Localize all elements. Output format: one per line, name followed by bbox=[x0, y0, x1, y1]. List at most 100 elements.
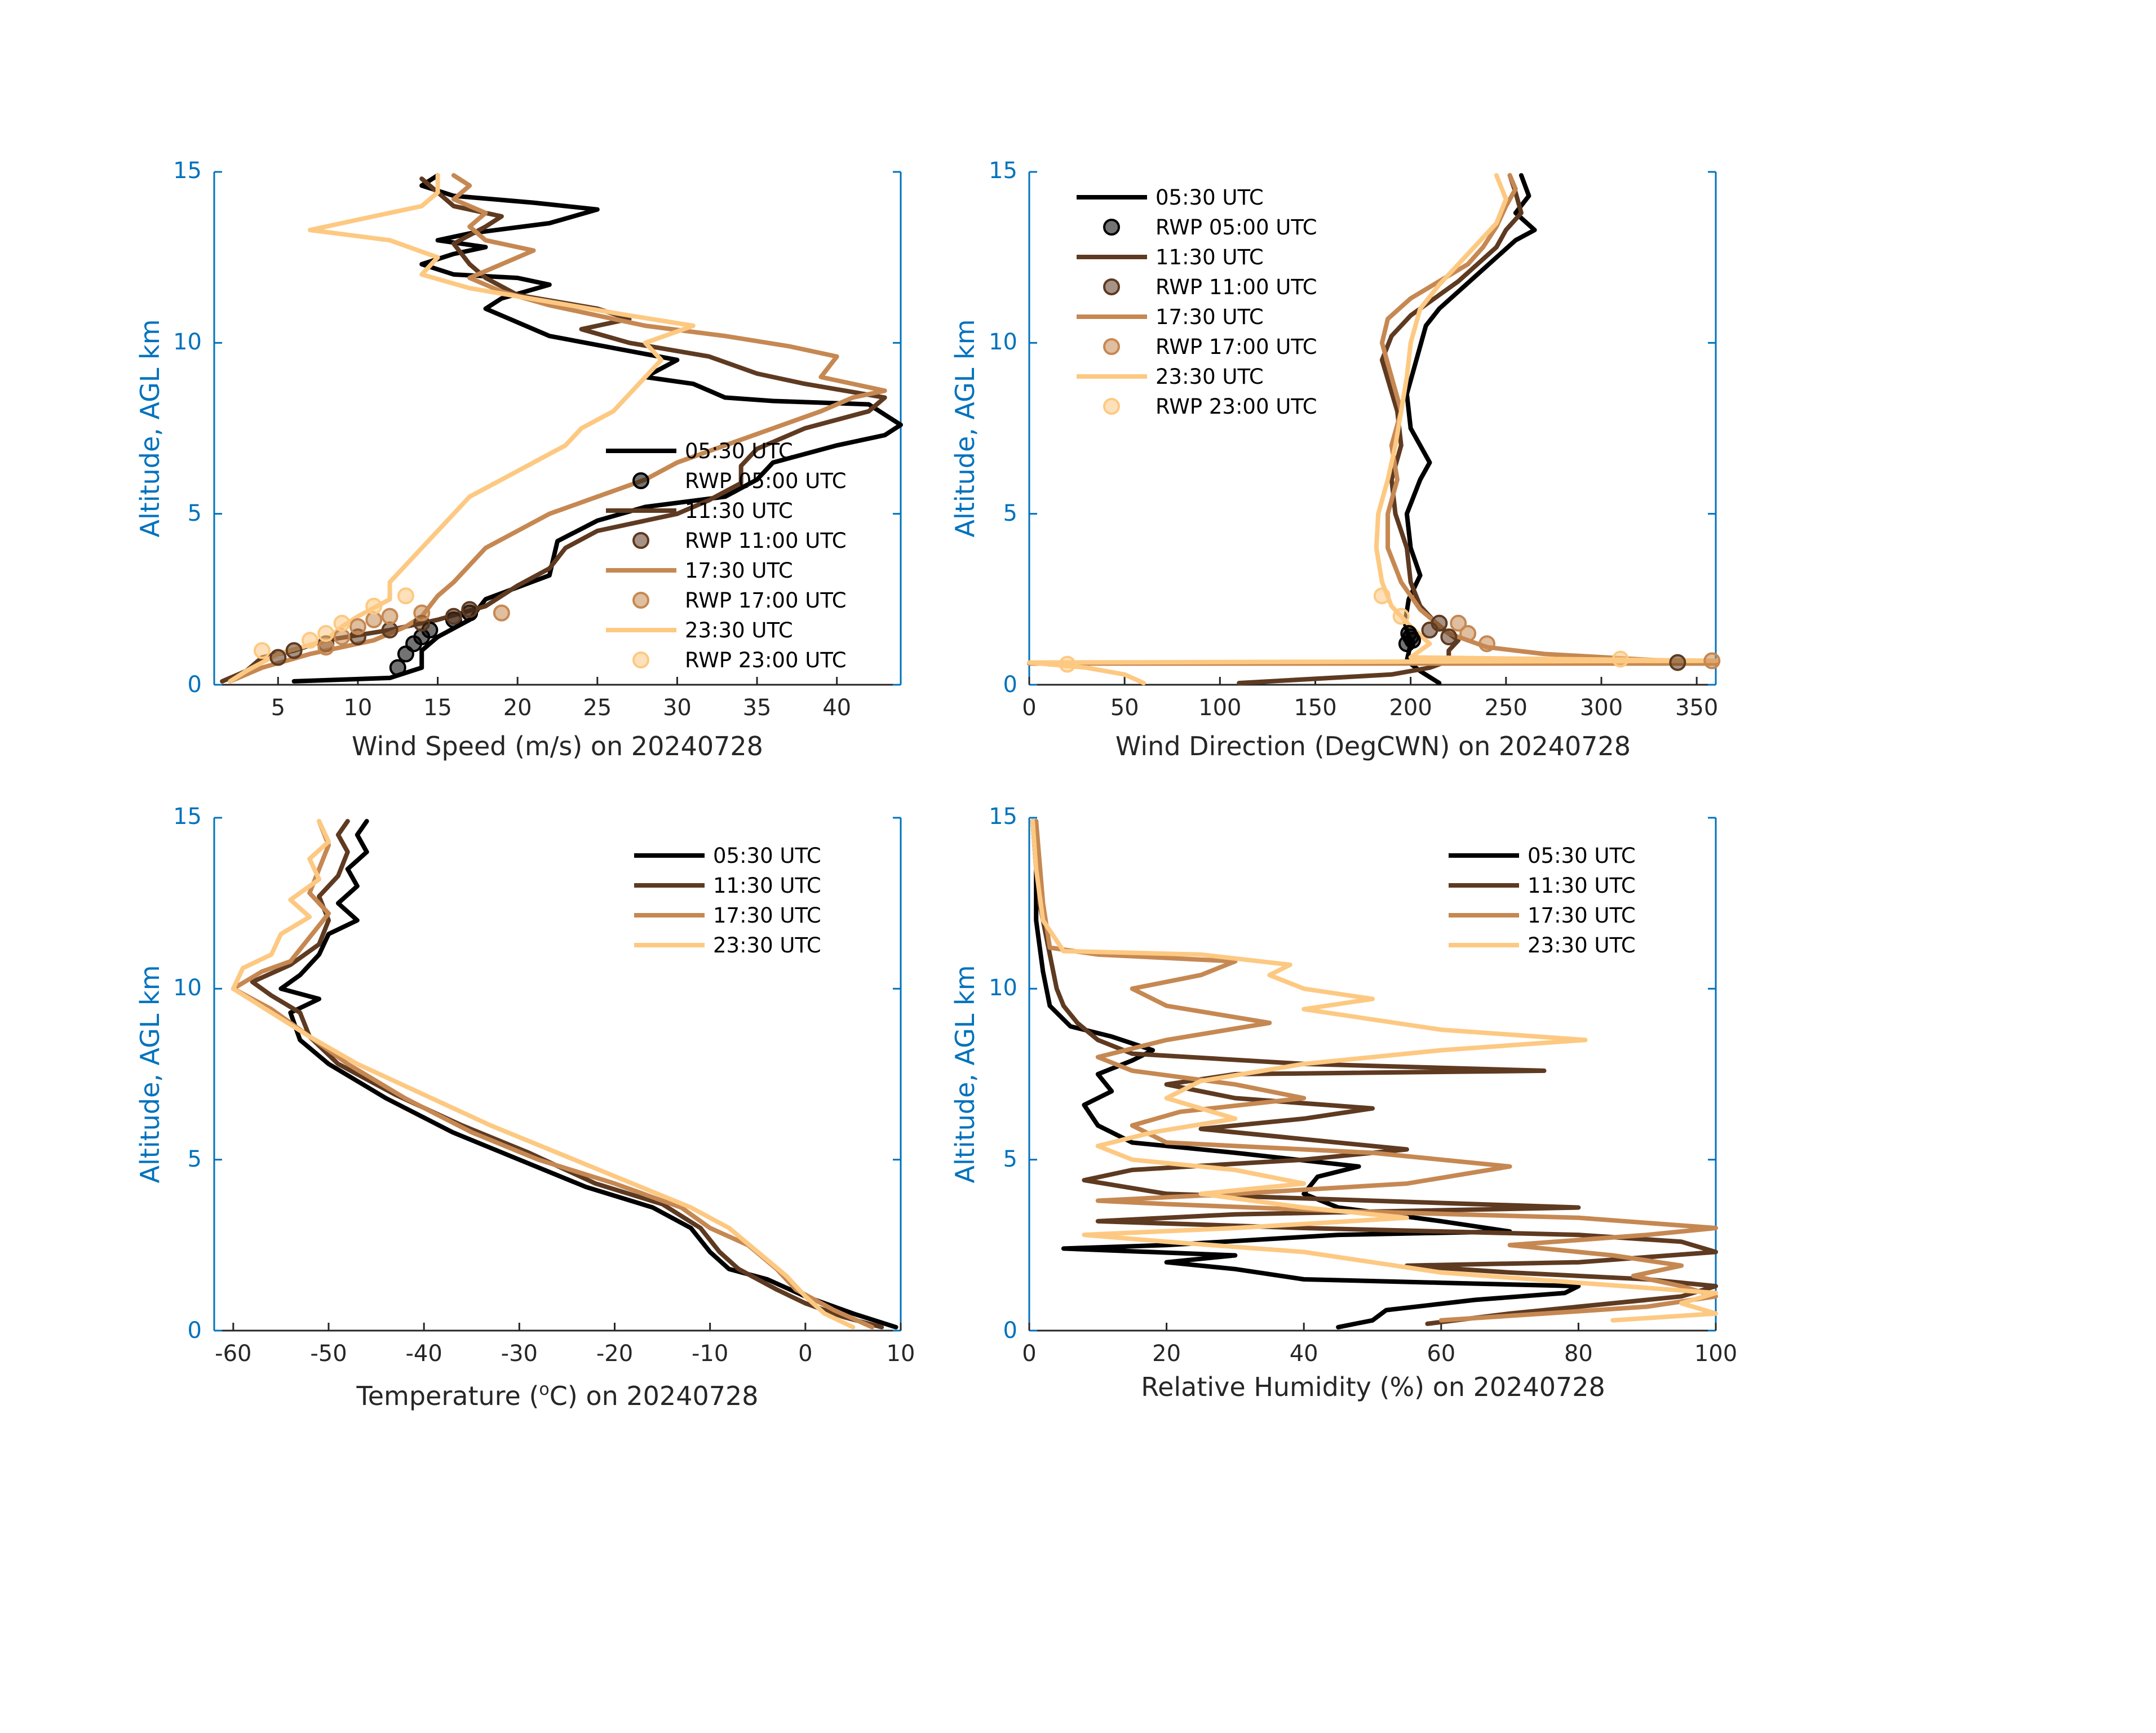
legend-entry: 05:30 UTC bbox=[685, 439, 793, 463]
legend-entry: RWP 17:00 UTC bbox=[685, 588, 847, 613]
legend-entry: 17:30 UTC bbox=[1156, 305, 1264, 329]
wind-direction-y-tick: 5 bbox=[1003, 500, 1017, 526]
rwp-marker-rwp-17-00-utc bbox=[1703, 652, 1721, 670]
relative-humidity-y-tick: 15 bbox=[989, 804, 1017, 830]
panel-wind-speed: 5 10 15 20 25 30 35 40 05:30 UTC RWP 05:00 UTC 11… bbox=[135, 158, 903, 761]
wind-speed-x-tick-label: 30 bbox=[663, 695, 692, 721]
legend-swatch-marker bbox=[1103, 219, 1120, 236]
wind-direction-y-tick: 15 bbox=[989, 158, 1017, 184]
relative-humidity-legend: 05:30 UTC 11:30 UTC 17:30 UTC 23:30 UTC bbox=[1449, 844, 1636, 958]
temperature-x-tick-label: -10 bbox=[692, 1341, 728, 1367]
relative-humidity-x-tick-label: 40 bbox=[1290, 1341, 1318, 1367]
wind-direction-y-tick: 10 bbox=[989, 329, 1017, 355]
temperature-x-tick-label: -60 bbox=[215, 1341, 251, 1367]
wind-speed-ylabel: Altitude, AGL km bbox=[135, 319, 165, 537]
legend-entry: 17:30 UTC bbox=[713, 903, 821, 928]
temperature-x-tick-label: -20 bbox=[596, 1341, 633, 1367]
wind-direction-x-tick-label: 50 bbox=[1110, 695, 1139, 721]
wind-direction-x-tick-label: 150 bbox=[1294, 695, 1336, 721]
temperature-x-tick-label: 10 bbox=[887, 1341, 915, 1367]
series-line-23-30-utc bbox=[1027, 173, 1718, 685]
legend-entry: RWP 11:00 UTC bbox=[685, 529, 847, 553]
rwp-marker-rwp-17-00-utc bbox=[1450, 614, 1467, 632]
wind-direction-x-tick-label: 200 bbox=[1389, 695, 1432, 721]
wind-speed-y-tick: 15 bbox=[173, 158, 202, 184]
legend-entry: 05:30 UTC bbox=[713, 844, 821, 868]
rwp-marker-rwp-17-00-utc bbox=[317, 639, 335, 656]
wind-speed-x-tick-label: 20 bbox=[503, 695, 532, 721]
relative-humidity-x-tick-label: 20 bbox=[1152, 1341, 1181, 1367]
temperature-y-tick: 5 bbox=[188, 1146, 202, 1172]
wind-speed-x-tick-label: 5 bbox=[271, 695, 285, 721]
series-line-17-30-utc bbox=[1034, 819, 1718, 1323]
legend-entry: RWP 11:00 UTC bbox=[1156, 275, 1317, 299]
rwp-marker-rwp-11-00-utc bbox=[1669, 654, 1686, 671]
wind-speed-y-tick: 5 bbox=[188, 500, 202, 526]
relative-humidity-y-tick: 0 bbox=[1003, 1318, 1017, 1344]
wind-direction-x-tick-label: 300 bbox=[1580, 695, 1623, 721]
rwp-marker-rwp-11-00-utc bbox=[1440, 628, 1458, 646]
legend-entry: 23:30 UTC bbox=[1156, 365, 1264, 389]
legend-entry: 05:30 UTC bbox=[1156, 185, 1264, 210]
temperature-x-tick-label: -40 bbox=[405, 1341, 442, 1367]
legend-entry: RWP 23:00 UTC bbox=[685, 648, 847, 672]
series-line-23-30-utc bbox=[1030, 819, 1718, 1323]
rwp-marker-rwp-17-00-utc bbox=[493, 604, 510, 622]
rwp-marker-rwp-17-00-utc bbox=[333, 628, 351, 646]
wind-speed-y-tick: 0 bbox=[188, 672, 202, 698]
legend-swatch-marker bbox=[1103, 338, 1120, 355]
rwp-marker-rwp-17-00-utc bbox=[365, 611, 383, 628]
rwp-marker-rwp-11-00-utc bbox=[445, 608, 462, 625]
wind-direction-x-tick-label: 0 bbox=[1022, 695, 1036, 721]
wind-speed-x-tick-label: 35 bbox=[743, 695, 772, 721]
temperature-x-tick-label: 0 bbox=[798, 1341, 812, 1367]
temperature-xlabel: Temperature (oC) on 20240728 bbox=[356, 1380, 758, 1411]
temperature-y-tick-labels: 0 5 10 15 bbox=[173, 804, 202, 1344]
rwp-marker-rwp-05-00-utc bbox=[389, 659, 406, 676]
temperature-xlabel-degree: o bbox=[539, 1380, 549, 1399]
wind-direction-xlabel: Wind Direction (DegCWN) on 20240728 bbox=[1115, 731, 1631, 761]
temperature-plot-area: -60 -50 -40 -30 -20 -10 0 10 bbox=[213, 817, 915, 1367]
wind-speed-x-tick-label: 10 bbox=[343, 695, 372, 721]
legend-swatch-marker bbox=[632, 651, 649, 668]
rwp-marker-rwp-23-00-utc bbox=[1612, 650, 1629, 668]
relative-humidity-plot-area: 0 20 40 60 80 100 bbox=[1022, 817, 1737, 1367]
wind-direction-plot-area: 0 50 100 150 200 250 300 350 bbox=[1022, 171, 1721, 721]
wind-speed-x-tick-label: 15 bbox=[423, 695, 452, 721]
legend-entry: RWP 23:00 UTC bbox=[1156, 395, 1317, 419]
temperature-y-tick: 15 bbox=[173, 804, 202, 830]
relative-humidity-y-tick: 10 bbox=[989, 975, 1017, 1001]
relative-humidity-y-tick-labels: 0 5 10 15 bbox=[989, 804, 1017, 1344]
wind-direction-x-tick-label: 100 bbox=[1198, 695, 1241, 721]
wind-speed-plot-area: 5 10 15 20 25 30 35 40 bbox=[213, 171, 903, 721]
wind-speed-x-tick-label: 40 bbox=[822, 695, 851, 721]
panel-temperature: -60 -50 -40 -30 -20 -10 0 10 05:30 UTC 11:30 UTC… bbox=[135, 804, 915, 1411]
series-line-11-30-utc bbox=[1237, 173, 1524, 685]
series-line-05-30-utc bbox=[278, 819, 898, 1329]
legend-entry: 23:30 UTC bbox=[1528, 933, 1636, 958]
temperature-x-tick-label: -30 bbox=[501, 1341, 538, 1367]
legend-entry: 11:30 UTC bbox=[1156, 245, 1264, 269]
relative-humidity-y-tick: 5 bbox=[1003, 1146, 1017, 1172]
relative-humidity-x-tick-label: 80 bbox=[1564, 1341, 1593, 1367]
series-line-11-30-utc bbox=[1034, 819, 1718, 1326]
series-line-11-30-utc bbox=[250, 819, 884, 1329]
rwp-marker-rwp-23-00-utc bbox=[365, 597, 383, 615]
wind-direction-x-tick-label: 350 bbox=[1675, 695, 1718, 721]
legend-entry: 11:30 UTC bbox=[685, 499, 793, 523]
rwp-marker-rwp-17-00-utc bbox=[1459, 625, 1477, 642]
series-line-05-30-utc bbox=[1030, 819, 1581, 1329]
rwp-marker-rwp-17-00-utc bbox=[381, 608, 399, 625]
rwp-marker-rwp-23-00-utc bbox=[1059, 655, 1076, 673]
temperature-xlabel-part: Temperature ( bbox=[356, 1381, 539, 1411]
relative-humidity-ylabel: Altitude, AGL km bbox=[950, 965, 980, 1183]
legend-entry: 17:30 UTC bbox=[1528, 903, 1636, 928]
rwp-marker-rwp-23-00-utc bbox=[301, 632, 318, 649]
rwp-marker-rwp-11-00-utc bbox=[461, 601, 479, 618]
relative-humidity-x-tick-label: 100 bbox=[1694, 1341, 1737, 1367]
legend-entry: 11:30 UTC bbox=[713, 874, 821, 898]
wind-direction-y-tick: 0 bbox=[1003, 672, 1017, 698]
legend-entry: RWP 17:00 UTC bbox=[1156, 335, 1317, 359]
